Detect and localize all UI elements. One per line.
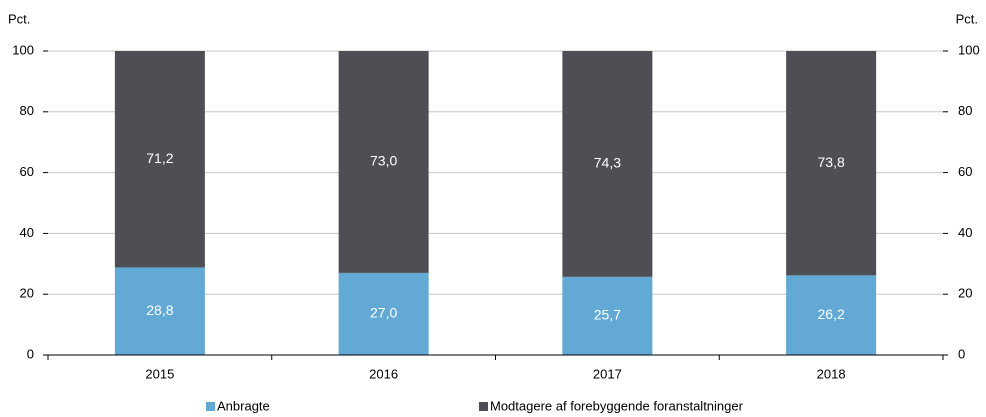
- legend-swatch: [479, 402, 488, 411]
- data-label: 25,7: [594, 307, 621, 323]
- bar-segment: [338, 272, 429, 355]
- legend-label: Modtagere af forebyggende foranstaltning…: [490, 398, 744, 413]
- data-label: 71,2: [146, 150, 173, 166]
- y-axis-label: Pct.: [8, 11, 30, 26]
- x-tick-label: 2015: [145, 366, 174, 381]
- y-tick-label: 20: [20, 286, 34, 301]
- data-label: 26,2: [818, 306, 845, 322]
- y2-axis-label: Pct.: [956, 11, 978, 26]
- bar-segment: [786, 51, 877, 276]
- y-tick-label: 60: [20, 164, 34, 179]
- bar-segment: [114, 267, 205, 355]
- y-tick-label: 40: [20, 225, 34, 240]
- legend-swatch: [206, 402, 215, 411]
- y2-tick-label: 40: [958, 225, 972, 240]
- x-tick-label: 2018: [817, 366, 846, 381]
- y2-tick-label: 60: [958, 164, 972, 179]
- y2-tick-label: 20: [958, 286, 972, 301]
- x-tick-label: 2016: [369, 366, 398, 381]
- data-label: 73,0: [370, 153, 397, 169]
- y2-tick-label: 0: [958, 346, 965, 361]
- y-tick-label: 80: [20, 103, 34, 118]
- data-label: 74,3: [594, 155, 621, 171]
- bar-segment: [562, 276, 653, 355]
- data-label: 27,0: [370, 305, 397, 321]
- data-label: 28,8: [146, 302, 173, 318]
- y2-tick-label: 100: [958, 42, 980, 57]
- bar-segment: [114, 51, 205, 268]
- data-label: 73,8: [818, 154, 845, 170]
- bar-segment: [562, 51, 653, 277]
- legend-label: Anbragte: [217, 398, 270, 413]
- x-tick-label: 2017: [593, 366, 622, 381]
- y2-tick-label: 80: [958, 103, 972, 118]
- bar-segment: [338, 51, 429, 273]
- y-tick-label: 100: [12, 42, 34, 57]
- bar-segment: [786, 275, 877, 355]
- y-tick-label: 0: [27, 346, 34, 361]
